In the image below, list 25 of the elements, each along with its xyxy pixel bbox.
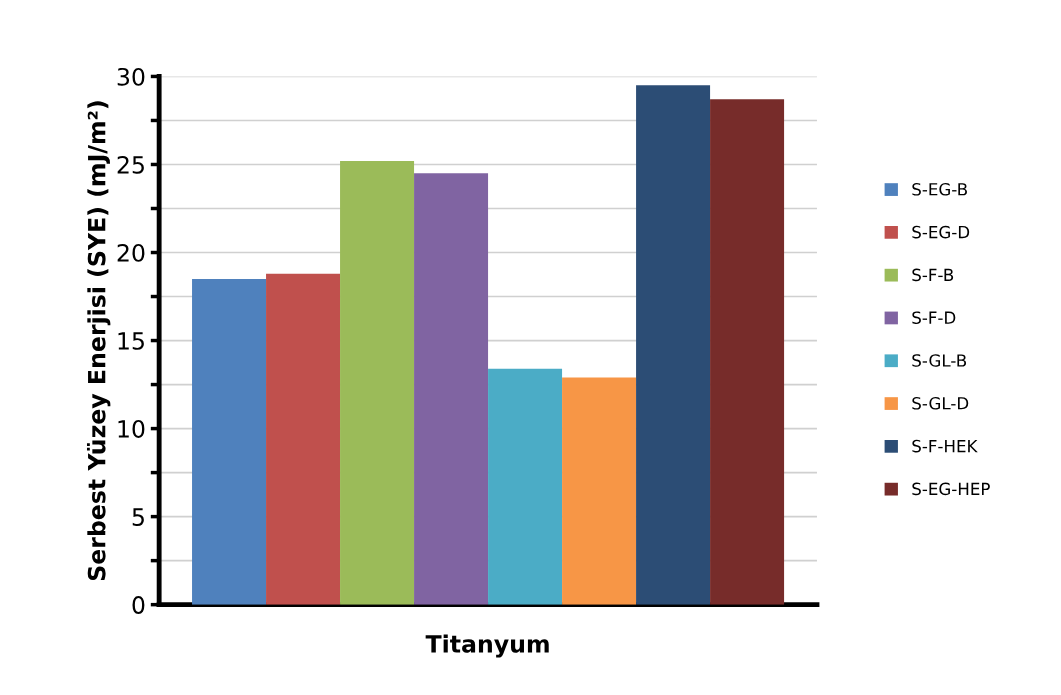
y-tick-label: 25 [117,155,144,174]
legend-label: S-GL-B [912,354,967,367]
y-axis-title: Serbest Yüzey Enerjisi (SYE) (mJ/m²) [86,101,111,581]
legend-label: S-EG-B [912,182,967,196]
legend-label: S-F-B [912,268,954,282]
bar [488,368,563,605]
y-tick-label: 20 [117,243,145,262]
legend-label: S-GL-D [912,396,969,410]
bar [192,278,267,605]
legend-label: S-EG-HEP [912,482,990,496]
bar [414,173,489,605]
legend-label: S-F-HEK [912,439,978,453]
y-tick-label: 5 [132,508,144,526]
bar [266,273,341,605]
bar [340,160,415,605]
bar [636,85,711,605]
bar [710,99,785,605]
bar [562,377,637,605]
y-tick-label: 30 [117,67,145,86]
legend-label: S-EG-D [912,225,970,239]
x-axis-title: Titanyum [425,634,549,658]
y-tick-label: 15 [118,332,144,350]
y-tick-label: 0 [132,596,145,614]
y-tick-label: 10 [118,420,145,438]
legend-label: S-F-D [912,311,956,324]
